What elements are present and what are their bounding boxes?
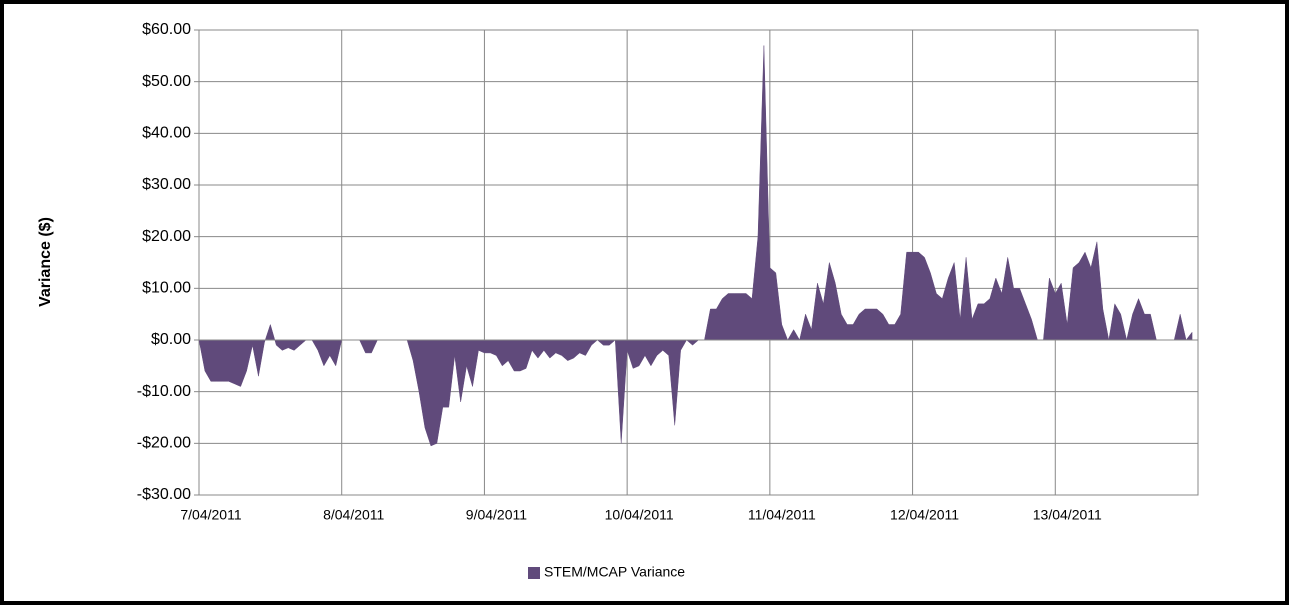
x-tick-label: 8/04/2011 <box>323 507 384 523</box>
x-tick-label: 11/04/2011 <box>748 507 816 523</box>
y-tick-label: -$20.00 <box>137 435 191 452</box>
y-tick-label: $50.00 <box>142 73 191 90</box>
x-tick-label: 10/04/2011 <box>605 507 674 523</box>
x-tick-label: 12/04/2011 <box>890 507 959 523</box>
legend-swatch <box>528 567 540 579</box>
y-tick-label: $20.00 <box>142 228 191 245</box>
legend-label: STEM/MCAP Variance <box>544 564 685 580</box>
y-axis-label: Variance ($) <box>37 217 54 307</box>
y-tick-label: $10.00 <box>142 280 191 297</box>
y-tick-label: $60.00 <box>142 21 191 38</box>
y-tick-label: -$30.00 <box>137 486 191 503</box>
y-tick-label: $0.00 <box>151 331 191 348</box>
x-tick-label: 7/04/2011 <box>180 507 241 523</box>
y-tick-label: $30.00 <box>142 176 191 193</box>
x-tick-label: 9/04/2011 <box>466 507 527 523</box>
y-tick-label: -$10.00 <box>137 383 191 400</box>
x-tick-label: 13/04/2011 <box>1033 507 1102 523</box>
y-tick-label: $40.00 <box>142 125 191 142</box>
